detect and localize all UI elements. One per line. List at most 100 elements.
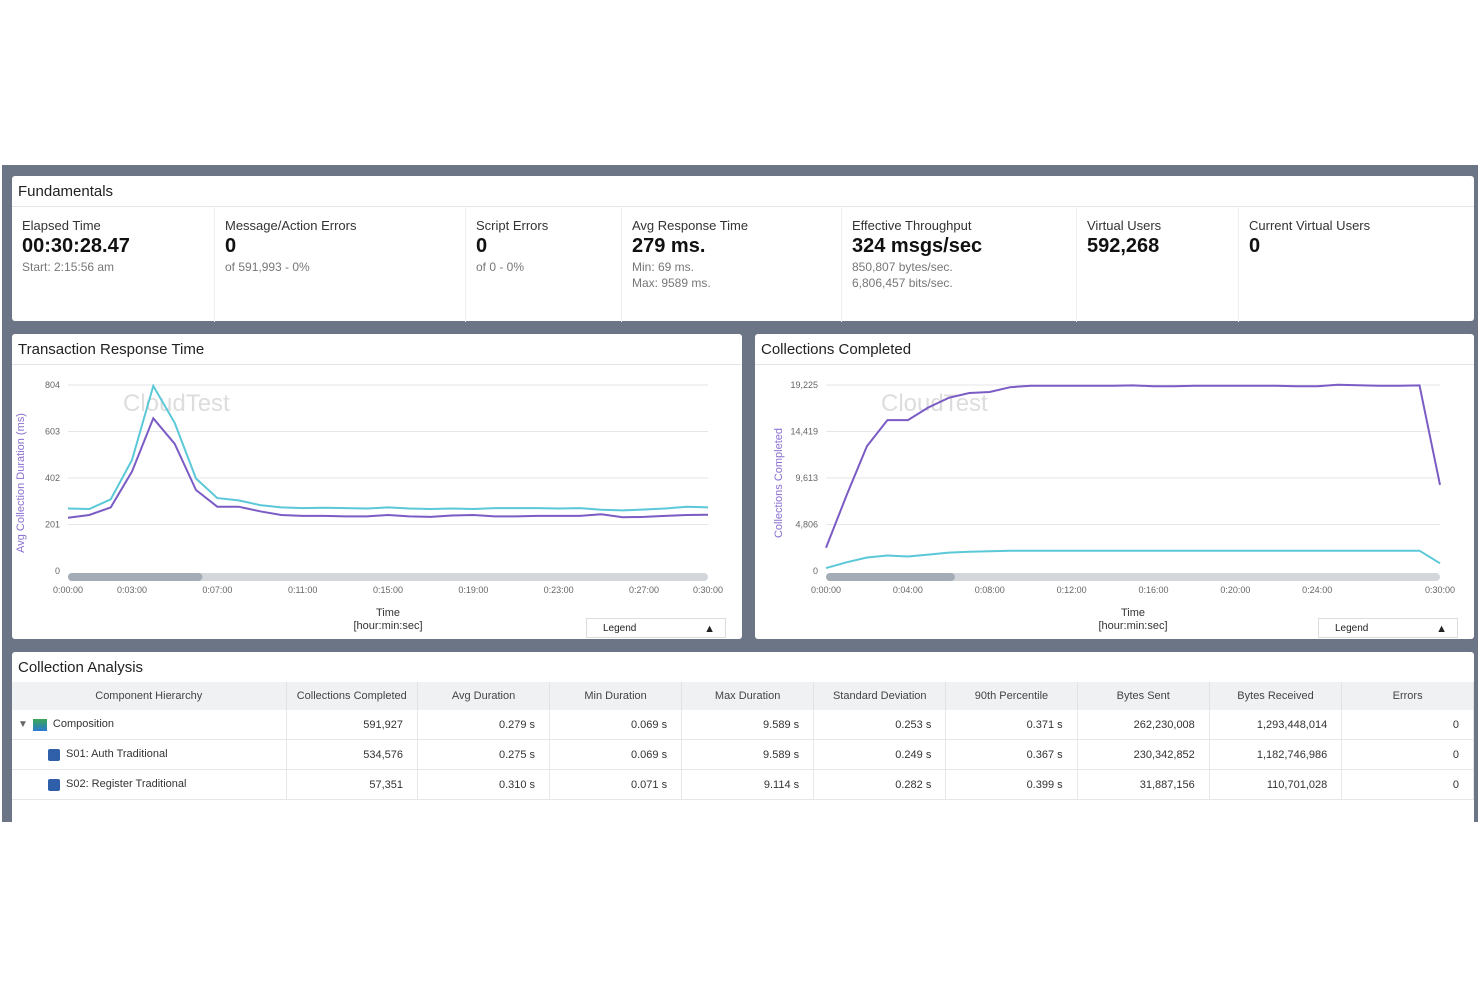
x-tick-label: 0:19:00 — [458, 585, 488, 595]
cell: 0.282 s — [813, 769, 947, 800]
stat-tile: Script Errors 0 of 0 - 0% — [465, 206, 621, 322]
cell: 110,701,028 — [1209, 769, 1343, 800]
stat-label: Message/Action Errors — [225, 218, 357, 233]
cell: 9.114 s — [681, 769, 815, 800]
x-tick-label: 0:07:00 — [202, 585, 232, 595]
cell: 0.275 s — [417, 739, 551, 770]
stat-value: 00:30:28.47 — [22, 235, 130, 257]
panel-title: Fundamentals — [18, 183, 114, 200]
fundamentals-panel: Fundamentals Elapsed Time 00:30:28.47 Star… — [12, 176, 1474, 322]
cell: 0 — [1341, 710, 1474, 740]
x-tick-label: 0:30:00 — [1425, 585, 1455, 595]
column-header[interactable]: 90th Percentile — [945, 682, 1078, 710]
cell: 262,230,008 — [1077, 710, 1210, 740]
cell: 0.071 s — [549, 769, 683, 800]
stat-value: 592,268 — [1087, 235, 1160, 257]
column-header[interactable]: Avg Duration — [417, 682, 551, 710]
stat-label: Avg Response Time — [632, 218, 749, 233]
table-row[interactable]: S01: Auth Traditional 534,576 0.275 s 0.069… — [12, 739, 1474, 770]
stat-detail: of 0 - 0% — [476, 260, 525, 274]
stat-value: 324 msgs/sec — [852, 235, 983, 257]
stat-detail: Start: 2:15:56 am — [22, 260, 115, 274]
collection-analysis-table: Component Hierarchy Collections Completed… — [12, 682, 1474, 800]
x-tick-label: 0:15:00 — [373, 585, 403, 595]
cell: 1,182,746,986 — [1209, 739, 1343, 770]
column-header[interactable]: Min Duration — [549, 682, 683, 710]
stat-detail: 850,807 bytes/sec. — [852, 260, 953, 274]
x-tick-label: 0:23:00 — [544, 585, 574, 595]
legend-label: Legend — [603, 623, 637, 634]
series-cyan-line — [825, 549, 1441, 570]
stat-tile: Virtual Users 592,268 — [1076, 206, 1238, 322]
stat-label: Virtual Users — [1087, 218, 1162, 233]
cell: 230,342,852 — [1077, 739, 1210, 770]
legend-toggle[interactable]: Legend ▲ — [1318, 618, 1458, 638]
series-cyan-line — [67, 383, 709, 512]
scrollbar-thumb[interactable] — [826, 573, 955, 581]
cell: 0.371 s — [945, 710, 1078, 740]
stat-detail: 6,806,457 bits/sec. — [852, 276, 953, 290]
cell: 0.310 s — [417, 769, 551, 800]
cell: 0.069 s — [549, 739, 683, 770]
stat-detail: Min: 69 ms. — [632, 260, 695, 274]
clip-icon — [48, 778, 60, 791]
column-header[interactable]: Errors — [1341, 682, 1474, 710]
panel-title: Transaction Response Time — [18, 341, 205, 358]
column-header[interactable]: Bytes Sent — [1077, 682, 1210, 710]
cell: 9.589 s — [681, 739, 815, 770]
x-tick-label: 0:00:00 — [811, 585, 841, 595]
scrollbar-thumb[interactable] — [68, 573, 203, 581]
stat-tile: Current Virtual Users 0 — [1238, 206, 1474, 322]
x-tick-label: 0:12:00 — [1057, 585, 1087, 595]
y-tick-label: 402 — [45, 473, 60, 483]
stat-label: Script Errors — [476, 218, 549, 233]
x-tick-label: 0:27:00 — [629, 585, 659, 595]
cell: 57,351 — [286, 769, 419, 800]
panel-title: Collections Completed — [761, 341, 912, 358]
y-tick-label: 804 — [45, 380, 60, 390]
table-row[interactable]: S02: Register Traditional 57,351 0.310 s 0.… — [12, 769, 1474, 800]
stat-value: 0 — [225, 235, 237, 257]
cell: 0.367 s — [945, 739, 1078, 770]
stat-label: Effective Throughput — [852, 218, 972, 233]
stat-value: 0 — [1249, 235, 1261, 257]
x-tick-label: 0:20:00 — [1220, 585, 1250, 595]
collection-analysis-panel: Collection Analysis Component Hierarchy C… — [12, 652, 1474, 822]
stat-detail: Max: 9589 ms. — [632, 276, 711, 290]
x-tick-label: 0:08:00 — [975, 585, 1005, 595]
cell: 0 — [1341, 739, 1474, 770]
panel-title: Collection Analysis — [18, 659, 144, 676]
legend-toggle[interactable]: Legend ▲ — [586, 618, 726, 638]
component-name: Composition — [52, 718, 115, 731]
y-axis-title: Collections Completed — [773, 428, 785, 538]
legend-label: Legend — [1335, 623, 1369, 634]
stat-tile: Effective Throughput 324 msgs/sec 850,807 … — [841, 206, 1076, 322]
column-header[interactable]: Standard Deviation — [813, 682, 947, 710]
y-tick-label: 603 — [45, 427, 60, 437]
column-header[interactable]: Bytes Received — [1209, 682, 1343, 710]
stat-label: Current Virtual Users — [1249, 218, 1371, 233]
column-header[interactable]: Max Duration — [681, 682, 815, 710]
cell: 31,887,156 — [1077, 769, 1210, 800]
cell: 0.249 s — [813, 739, 947, 770]
response-time-chart: 0 201 402 603 804 CloudTest 0:00:00 0:03:00 0:07… — [15, 380, 723, 632]
expand-triangle-icon[interactable]: ▼ — [18, 719, 28, 731]
stat-value: 0 — [476, 235, 488, 257]
component-name: S02: Register Traditional — [66, 778, 187, 791]
stat-label: Elapsed Time — [22, 218, 101, 233]
x-axis-title: Time — [1121, 607, 1145, 619]
scrollbar-track[interactable] — [826, 573, 1440, 581]
x-tick-label: 0:11:00 — [288, 585, 317, 595]
clip-icon — [48, 748, 60, 761]
table-row[interactable]: ▼ Composition 591,927 0.279 s 0.069 s 9.589 s… — [12, 710, 1474, 740]
cell: 534,576 — [286, 739, 419, 770]
column-header[interactable]: Component Hierarchy — [12, 682, 287, 710]
y-tick-label: 201 — [45, 520, 60, 530]
y-tick-label: 0 — [55, 566, 60, 576]
x-axis-title: Time — [376, 607, 400, 619]
scrollbar-track[interactable] — [68, 573, 708, 581]
transaction-response-time-panel: Transaction Response Time 0 201 402 603 804 C… — [12, 334, 742, 639]
column-header[interactable]: Collections Completed — [286, 682, 419, 710]
collections-completed-panel: Collections Completed 0 4,806 9,613 14,419 1… — [755, 334, 1474, 639]
